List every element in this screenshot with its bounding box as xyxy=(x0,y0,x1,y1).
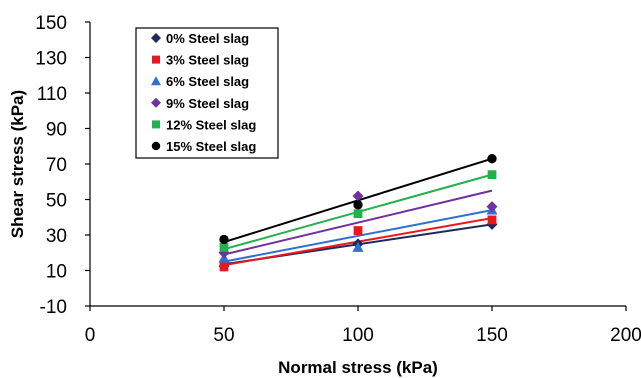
y-tick-label: 110 xyxy=(37,84,67,105)
y-tick-label: 50 xyxy=(46,191,67,212)
trendline-series-3 xyxy=(223,189,493,256)
y-tick-label: 90 xyxy=(46,120,67,141)
x-axis-title: Normal stress (kPa) xyxy=(278,358,438,377)
legend-marker-0 xyxy=(151,33,161,43)
y-tick-labels: -10 10 30 50 70 90 110 130 150 xyxy=(35,13,90,318)
data-point-series-3 xyxy=(486,201,498,213)
data-point-series-1 xyxy=(219,262,229,272)
y-tick-label: 30 xyxy=(46,226,67,247)
y-axis-title: Shear stress (kPa) xyxy=(8,90,27,238)
data-point-series-2 xyxy=(352,241,364,252)
legend-label-5: 15% Steel slag xyxy=(166,139,256,154)
y-tick-label: 10 xyxy=(46,262,67,283)
trendline-series-2 xyxy=(223,209,493,263)
data-point-series-1 xyxy=(487,215,497,225)
legend-label-0: 0% Steel slag xyxy=(166,31,249,46)
legend-marker-1 xyxy=(152,55,160,64)
legend-marker-2 xyxy=(151,76,161,86)
legend-label-4: 12% Steel slag xyxy=(166,117,256,132)
legend-label-3: 9% Steel slag xyxy=(166,96,249,111)
data-point-series-5 xyxy=(219,234,229,245)
x-tick-label: 50 xyxy=(213,325,234,346)
y-tick-label: 150 xyxy=(35,13,67,34)
y-tick-label: -10 xyxy=(40,297,67,318)
data-point-series-3 xyxy=(352,190,364,202)
data-point-series-4 xyxy=(487,170,497,180)
x-tick-label: 200 xyxy=(610,325,641,346)
legend-marker-3 xyxy=(151,97,161,108)
legend: 0% Steel slag 3% Steel slag 6% Steel slag 9… xyxy=(135,27,279,159)
data-point-series-5 xyxy=(353,200,363,210)
x-tick-label: 150 xyxy=(476,325,508,346)
y-tick-label: 130 xyxy=(35,49,67,70)
data-point-series-1 xyxy=(353,226,363,235)
legend-marker-4 xyxy=(152,120,160,129)
legend-label-1: 3% Steel slag xyxy=(166,53,249,68)
y-tick-label: 70 xyxy=(46,155,67,176)
legend-box xyxy=(135,27,279,159)
x-tick-label: 0 xyxy=(85,325,96,346)
data-points xyxy=(218,154,498,272)
data-point-series-5 xyxy=(487,154,497,164)
x-tick-label: 100 xyxy=(342,325,374,346)
legend-label-2: 6% Steel slag xyxy=(166,74,249,89)
x-tick-labels: 0 50 100 150 200 xyxy=(85,306,641,346)
data-point-series-4 xyxy=(219,243,229,252)
data-point-series-4 xyxy=(353,209,363,219)
legend-marker-5 xyxy=(151,141,161,151)
